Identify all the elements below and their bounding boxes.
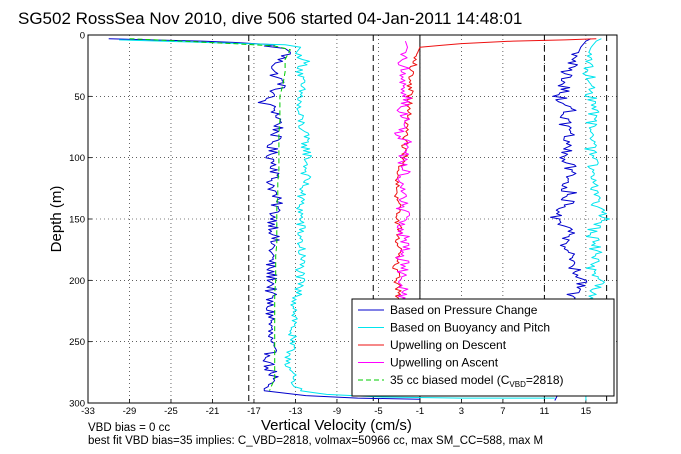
legend: Based on Pressure Change Based on Buoyanc… [351, 298, 615, 397]
y-tick-label: 0 [80, 31, 85, 42]
x-tick-label: -13 [289, 406, 303, 417]
x-tick-label: -17 [247, 406, 261, 417]
y-tick-label: 50 [74, 92, 85, 103]
axes-frame [87, 34, 618, 404]
x-tick-label: 3 [459, 406, 464, 417]
chart-title: SG502 RossSea Nov 2010, dive 506 started… [18, 9, 522, 28]
x-tick-label: -29 [123, 406, 137, 417]
legend-label: Upwelling on Ascent [390, 356, 499, 370]
x-tick-label: -33 [81, 406, 95, 417]
y-tick-label: 150 [69, 215, 85, 226]
y-tick-label: 250 [69, 337, 85, 348]
x-tick-label: -5 [374, 406, 382, 417]
x-tick-label: -25 [164, 406, 178, 417]
x-tick-label: 7 [500, 406, 505, 417]
x-tick-label: -21 [206, 406, 220, 417]
y-tick-labels: 0 50 100 150 200 250 300 [69, 31, 85, 410]
x-tick-label: -9 [333, 406, 341, 417]
x-tick-labels: -33 -29 -25 -21 -17 -13 -9 -5 -1 3 7 11 15 [81, 406, 591, 417]
footer-line-2: best fit VBD bias=35 implies: C_VBD=2818… [88, 435, 543, 447]
legend-label: 35 cc biased model (CVBD=2818) [390, 373, 564, 389]
y-tick-label: 300 [69, 399, 85, 410]
series-line-buoyancy_descent [119, 39, 555, 399]
y-tick-label: 200 [69, 276, 85, 287]
series-line-model_descent [129, 38, 291, 391]
x-axis-label: Vertical Velocity (cm/s) [261, 417, 412, 434]
y-tick-label: 100 [69, 153, 85, 164]
legend-items: Based on Pressure Change Based on Buoyanc… [358, 303, 564, 389]
legend-box [351, 298, 615, 397]
x-tick-label: 15 [581, 406, 592, 417]
legend-label: Based on Pressure Change [390, 303, 538, 317]
x-tick-label: 11 [539, 406, 549, 417]
legend-label: Upwelling on Descent [390, 338, 507, 352]
grid-lines [87, 34, 617, 404]
series-line-pressure_descent [108, 38, 420, 400]
footer-line-1: VBD bias = 0 cc [88, 422, 170, 434]
y-axis-label: Depth (m) [48, 186, 65, 253]
legend-label: Based on Buoyancy and Pitch [390, 321, 550, 335]
x-tick-label: -1 [416, 406, 424, 417]
